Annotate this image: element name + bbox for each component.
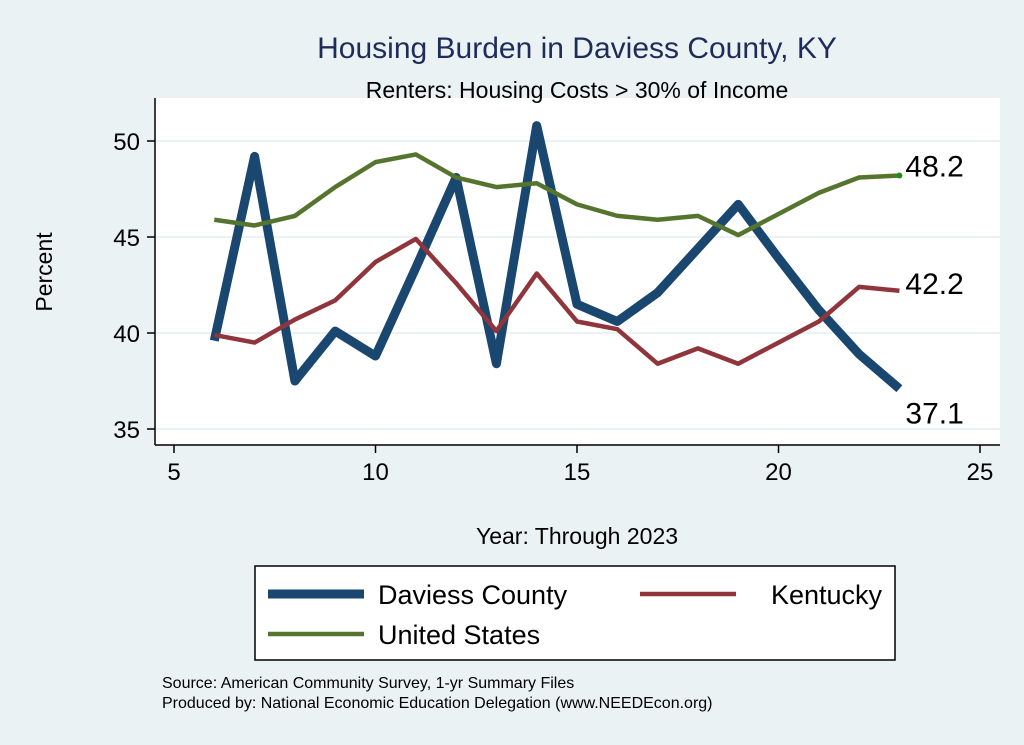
plot-area <box>155 98 1000 445</box>
x-axis-label: Year: Through 2023 <box>476 523 678 549</box>
x-tick-label: 10 <box>362 459 389 486</box>
series-line-kentucky <box>213 236 900 366</box>
x-tick-label: 20 <box>765 459 792 486</box>
y-tick-label: 50 <box>113 129 140 156</box>
producer-note: Produced by: National Economic Education… <box>162 695 713 712</box>
series-line-united-states <box>213 152 900 238</box>
legend-label: Kentucky <box>771 580 883 610</box>
x-tick-label: 5 <box>167 459 180 486</box>
end-label: 42.2 <box>905 268 963 301</box>
end-label: 37.1 <box>905 398 963 431</box>
legend-label: Daviess County <box>378 580 568 610</box>
y-tick-label: 40 <box>113 321 140 348</box>
y-axis-label: Percent <box>31 232 57 312</box>
source-note: Source: American Community Survey, 1-yr … <box>162 675 574 692</box>
legend <box>254 565 896 661</box>
end-label: 48.2 <box>905 151 963 184</box>
legend-label: United States <box>378 620 540 650</box>
x-tick-label: 15 <box>564 459 591 486</box>
end-marker <box>896 172 903 179</box>
y-tick-label: 35 <box>113 417 140 444</box>
chart-subtitle: Renters: Housing Costs > 30% of Income <box>366 77 789 103</box>
chart-title: Housing Burden in Daviess County, KY <box>317 32 837 65</box>
x-tick-label: 25 <box>967 459 994 486</box>
y-tick-label: 45 <box>113 225 140 252</box>
series-line-daviess-county <box>209 121 903 393</box>
